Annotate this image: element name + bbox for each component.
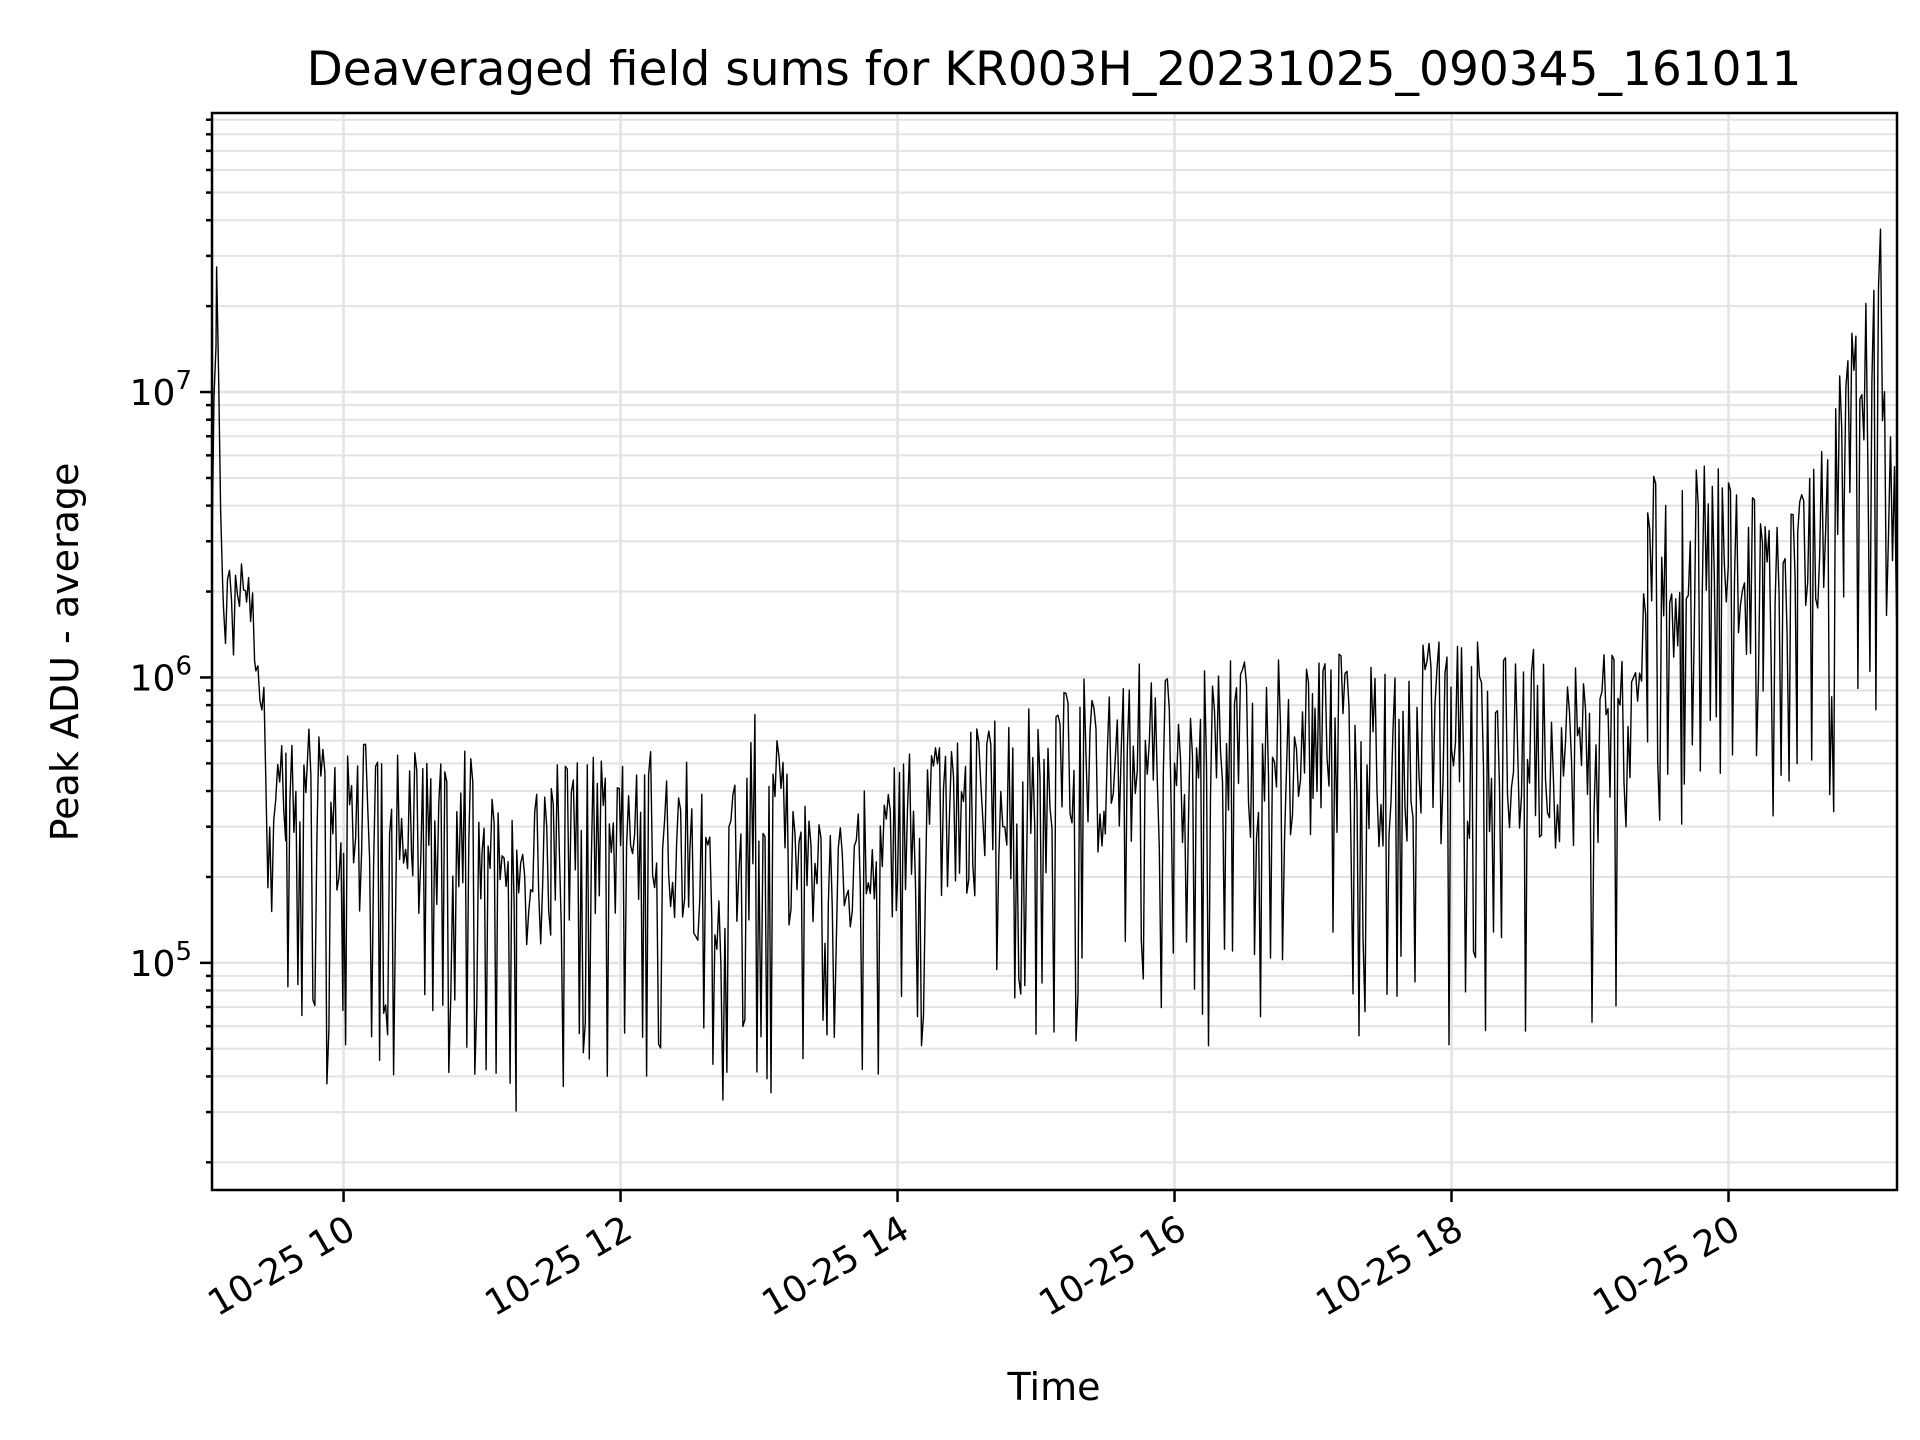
plot-frame [210, 111, 1899, 1192]
y-tick-label: 107 [130, 366, 192, 414]
y-tick-label: 106 [130, 651, 192, 699]
chart-title: Deaveraged field sums for KR003H_2023102… [307, 42, 1802, 97]
series-line [211, 228, 1898, 1112]
y-tick-label: 105 [130, 937, 192, 985]
y-axis-label: Peak ADU - average [43, 463, 87, 842]
x-axis-label: Time [1007, 1365, 1101, 1409]
